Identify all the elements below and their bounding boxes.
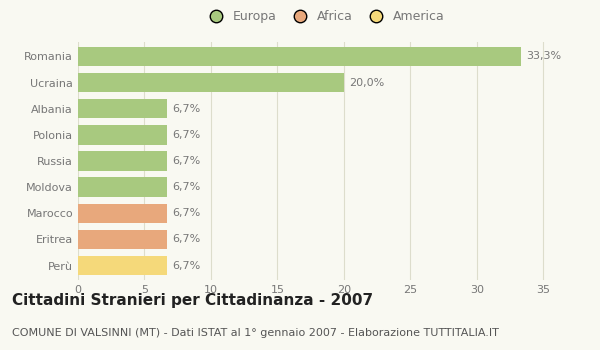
Text: 33,3%: 33,3% [526,51,561,61]
Bar [78,73,344,92]
Text: 20,0%: 20,0% [349,78,385,88]
Bar [78,230,167,249]
Bar [78,47,521,66]
Bar [78,125,167,145]
Text: 6,7%: 6,7% [172,156,200,166]
Legend: Europa, Africa, America: Europa, Africa, America [203,10,445,23]
Text: 6,7%: 6,7% [172,182,200,192]
Bar [78,256,167,275]
Text: Cittadini Stranieri per Cittadinanza - 2007: Cittadini Stranieri per Cittadinanza - 2… [12,293,373,308]
Text: 6,7%: 6,7% [172,234,200,244]
Bar [78,151,167,171]
Text: COMUNE DI VALSINNI (MT) - Dati ISTAT al 1° gennaio 2007 - Elaborazione TUTTITALI: COMUNE DI VALSINNI (MT) - Dati ISTAT al … [12,328,499,338]
Text: 6,7%: 6,7% [172,104,200,114]
Bar [78,99,167,119]
Bar [78,203,167,223]
Text: 6,7%: 6,7% [172,208,200,218]
Text: 6,7%: 6,7% [172,261,200,271]
Text: 6,7%: 6,7% [172,130,200,140]
Bar [78,177,167,197]
